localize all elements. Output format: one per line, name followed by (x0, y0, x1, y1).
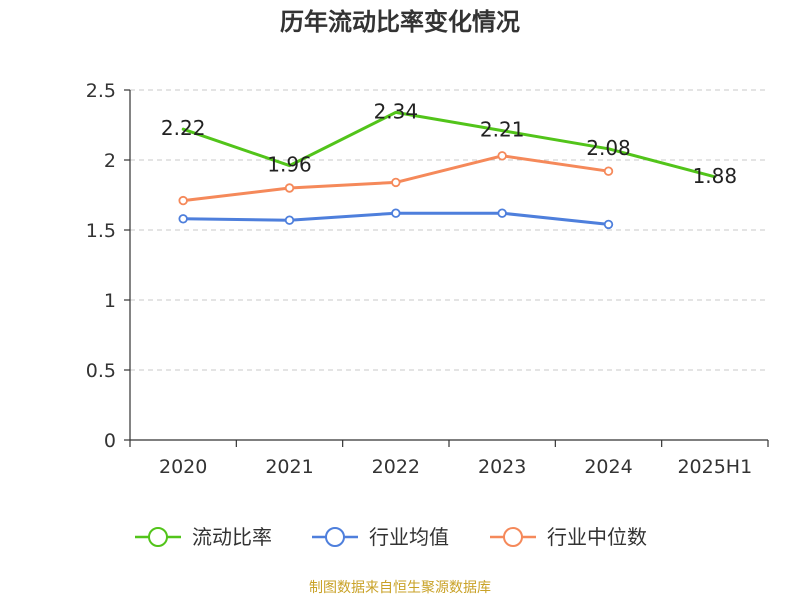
legend-label: 流动比率 (192, 525, 272, 549)
data-label: 2.22 (161, 116, 206, 140)
data-label: 2.08 (586, 136, 631, 160)
series-point (391, 208, 401, 218)
y-tick-label: 1 (104, 290, 116, 312)
legend-item[interactable]: 流动比率 (135, 525, 272, 549)
x-tick-label: 2021 (265, 456, 313, 478)
data-label: 2.21 (480, 118, 525, 142)
series-point (603, 166, 614, 176)
series-point (603, 219, 614, 230)
data-labels: 2.22 1.96 2.34 2.21 2.08 1.88 (161, 99, 737, 187)
series-point (284, 215, 295, 225)
chart-title: 历年流动比率变化情况 (280, 8, 520, 36)
x-tick-label: 2023 (478, 456, 526, 478)
y-tick-label: 2 (104, 150, 116, 172)
y-tick-label: 0 (104, 430, 116, 452)
data-label: 2.34 (374, 99, 419, 123)
legend-marker (503, 527, 523, 547)
x-tick-label: 2020 (159, 456, 207, 478)
series-point (497, 151, 507, 161)
y-tick-label: 1.5 (86, 220, 116, 242)
series-line (181, 110, 717, 179)
legend-marker (148, 527, 168, 547)
legend-marker (325, 527, 345, 547)
legend-item[interactable]: 行业中位数 (490, 525, 647, 549)
x-tick-label: 2024 (584, 456, 632, 478)
legend-label: 行业均值 (369, 525, 449, 549)
series-point (497, 208, 507, 218)
source-note: 制图数据来自恒生聚源数据库 (309, 580, 491, 596)
series-point (178, 195, 188, 206)
axes: 0 0.5 1 1.5 2 2.5 2020 2021 2022 2023 2024 2025H1 (86, 80, 769, 478)
legend-label: 行业中位数 (547, 525, 647, 549)
series-point (284, 183, 295, 193)
series (178, 110, 717, 230)
grid (130, 89, 768, 371)
data-label: 1.88 (693, 164, 738, 188)
y-tick-label: 0.5 (86, 360, 116, 382)
series-point (178, 214, 188, 224)
x-tick-label: 2025H1 (677, 456, 752, 478)
y-tick-label: 2.5 (86, 80, 116, 102)
legend-item[interactable]: 行业均值 (312, 525, 449, 549)
series-point (391, 177, 401, 188)
data-label: 1.96 (267, 153, 312, 177)
legend[interactable]: 流动比率 行业均值 行业中位数 (135, 525, 647, 549)
x-tick-label: 2022 (372, 456, 420, 478)
